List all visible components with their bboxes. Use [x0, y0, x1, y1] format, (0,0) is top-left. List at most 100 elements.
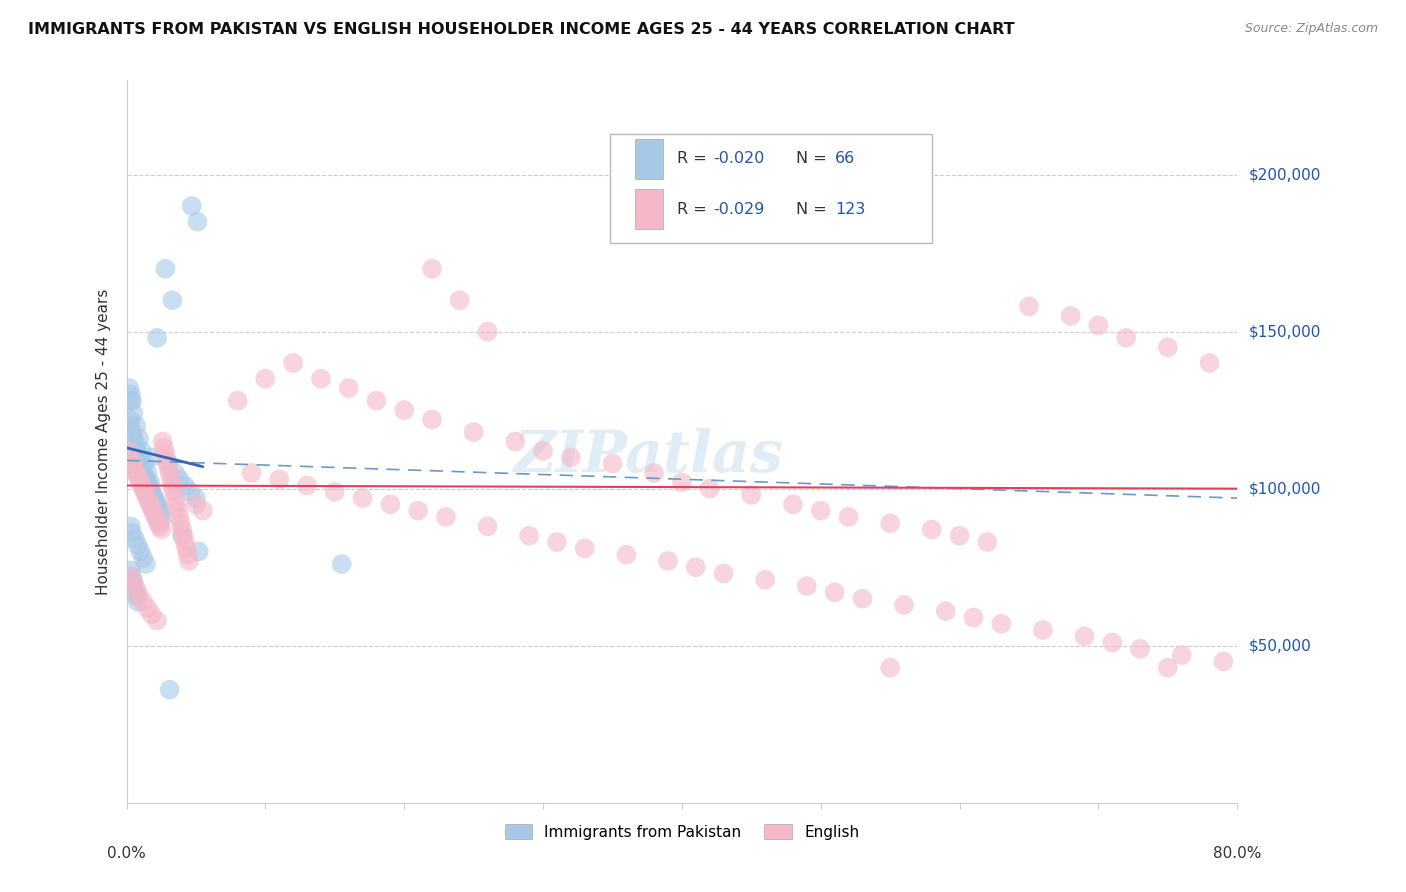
Point — [141, 607, 163, 622]
Point — [352, 491, 374, 505]
Point — [134, 469, 156, 483]
Text: $200,000: $200,000 — [1249, 167, 1320, 182]
Point — [146, 497, 169, 511]
Point — [1170, 648, 1192, 662]
Point — [159, 682, 181, 697]
Text: $100,000: $100,000 — [1249, 481, 1320, 496]
Point — [145, 510, 167, 524]
Point — [129, 457, 152, 471]
Point — [976, 535, 998, 549]
Text: 0.0%: 0.0% — [107, 847, 146, 861]
Point — [602, 457, 624, 471]
Point — [174, 541, 197, 556]
Point — [128, 431, 150, 445]
Point — [121, 457, 143, 471]
Point — [142, 503, 165, 517]
Point — [165, 491, 187, 505]
Point — [145, 494, 167, 508]
Point — [120, 569, 142, 583]
Point — [172, 529, 194, 543]
Point — [560, 450, 582, 465]
Point — [162, 293, 184, 308]
Text: R =: R = — [678, 202, 713, 217]
Point — [740, 488, 762, 502]
Point — [146, 614, 169, 628]
Point — [139, 482, 162, 496]
Point — [420, 261, 443, 276]
Point — [186, 214, 208, 228]
Point — [173, 535, 195, 549]
Point — [150, 523, 173, 537]
Point — [503, 434, 526, 449]
Point — [614, 548, 637, 562]
Point — [1212, 655, 1234, 669]
Point — [124, 582, 146, 597]
Point — [962, 610, 984, 624]
Point — [136, 491, 159, 505]
Point — [269, 472, 291, 486]
Point — [893, 598, 915, 612]
Point — [434, 510, 457, 524]
Point — [879, 661, 901, 675]
Point — [132, 466, 155, 480]
Point — [226, 393, 249, 408]
Point — [134, 457, 156, 471]
Point — [149, 519, 172, 533]
Point — [180, 199, 202, 213]
Point — [179, 484, 201, 499]
Point — [1087, 318, 1109, 333]
Point — [149, 503, 172, 517]
Point — [127, 595, 149, 609]
Point — [169, 472, 191, 486]
Point — [155, 447, 177, 461]
Point — [136, 601, 159, 615]
Point — [120, 563, 142, 577]
Point — [134, 484, 156, 499]
Point — [131, 444, 153, 458]
Point — [146, 331, 169, 345]
Point — [138, 494, 160, 508]
Point — [121, 525, 143, 540]
Point — [118, 412, 141, 426]
Point — [152, 434, 174, 449]
Point — [713, 566, 735, 581]
Point — [153, 441, 176, 455]
Point — [810, 503, 832, 517]
Point — [921, 523, 943, 537]
Point — [159, 466, 181, 480]
Point — [124, 532, 146, 546]
Point — [173, 478, 195, 492]
Point — [150, 507, 173, 521]
Point — [162, 478, 184, 492]
Point — [184, 497, 207, 511]
Point — [125, 441, 148, 455]
Point — [121, 393, 143, 408]
Point — [657, 554, 679, 568]
Point — [1018, 300, 1040, 314]
Point — [796, 579, 818, 593]
Point — [136, 466, 159, 480]
Point — [517, 529, 540, 543]
Point — [141, 500, 163, 515]
Point — [118, 381, 141, 395]
Point — [420, 412, 443, 426]
Point — [309, 372, 332, 386]
Point — [155, 261, 177, 276]
Point — [685, 560, 707, 574]
Point — [127, 447, 149, 461]
Point — [176, 548, 198, 562]
Point — [1073, 629, 1095, 643]
Point — [366, 393, 388, 408]
Point — [163, 484, 186, 499]
Point — [782, 497, 804, 511]
Text: Source: ZipAtlas.com: Source: ZipAtlas.com — [1244, 22, 1378, 36]
Point — [177, 554, 200, 568]
Point — [172, 523, 194, 537]
Text: R =: R = — [678, 151, 713, 166]
Point — [990, 616, 1012, 631]
Point — [135, 557, 157, 571]
Point — [406, 503, 429, 517]
Point — [143, 491, 166, 505]
Point — [132, 550, 155, 565]
Text: $50,000: $50,000 — [1249, 639, 1312, 653]
